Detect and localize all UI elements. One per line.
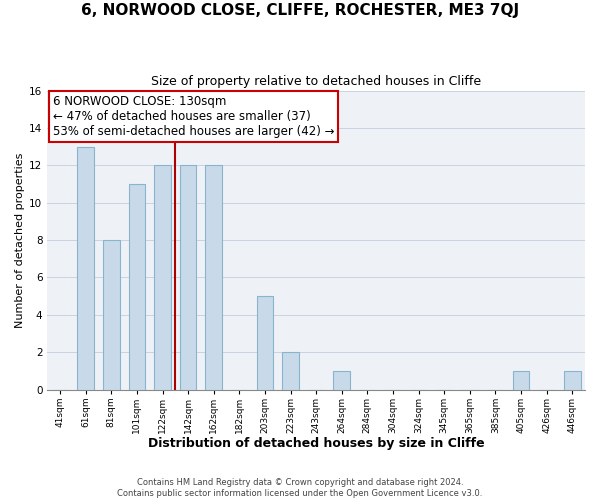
Bar — [512, 371, 529, 390]
Bar — [77, 146, 94, 390]
Title: Size of property relative to detached houses in Cliffe: Size of property relative to detached ho… — [151, 75, 481, 88]
Y-axis label: Number of detached properties: Number of detached properties — [15, 152, 25, 328]
Bar — [282, 352, 299, 390]
Text: 6 NORWOOD CLOSE: 130sqm
← 47% of detached houses are smaller (37)
53% of semi-de: 6 NORWOOD CLOSE: 130sqm ← 47% of detache… — [53, 95, 334, 138]
Bar — [180, 166, 196, 390]
X-axis label: Distribution of detached houses by size in Cliffe: Distribution of detached houses by size … — [148, 437, 484, 450]
Bar — [103, 240, 119, 390]
Bar — [334, 371, 350, 390]
Bar — [154, 166, 171, 390]
Text: Contains HM Land Registry data © Crown copyright and database right 2024.
Contai: Contains HM Land Registry data © Crown c… — [118, 478, 482, 498]
Bar — [205, 166, 222, 390]
Bar — [257, 296, 273, 390]
Bar — [564, 371, 581, 390]
Bar — [128, 184, 145, 390]
Text: 6, NORWOOD CLOSE, CLIFFE, ROCHESTER, ME3 7QJ: 6, NORWOOD CLOSE, CLIFFE, ROCHESTER, ME3… — [81, 2, 519, 18]
